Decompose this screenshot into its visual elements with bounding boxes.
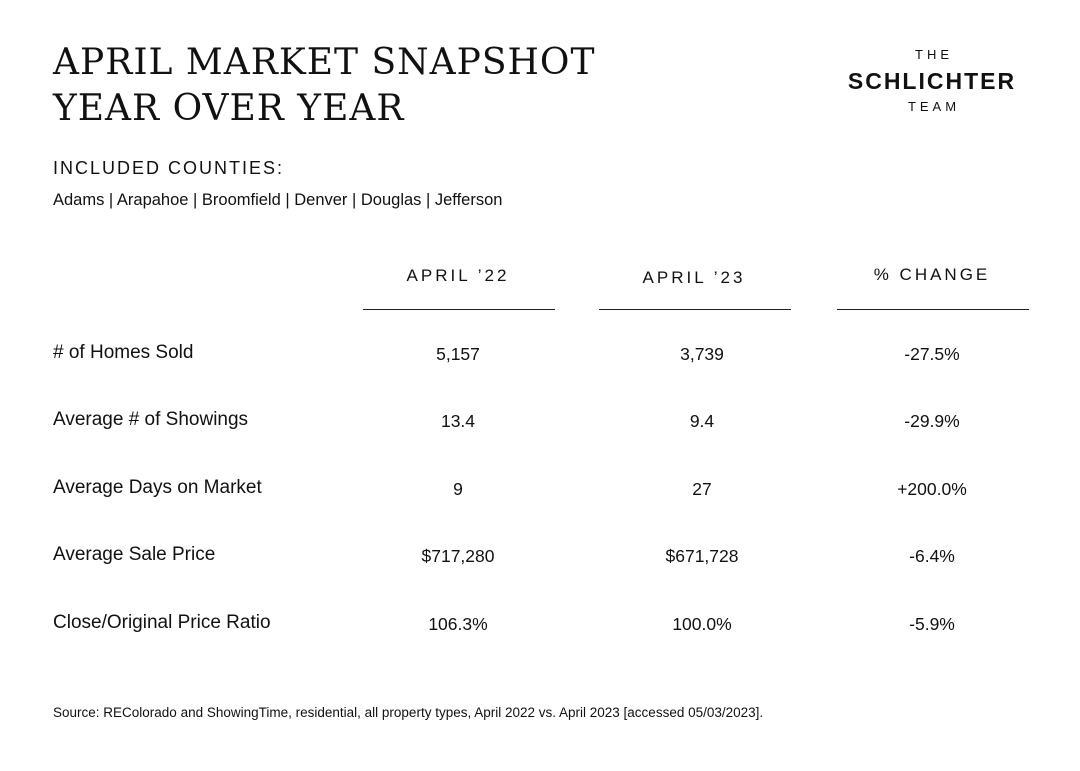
cell-days-on-market-april-23: 27 bbox=[692, 479, 712, 499]
source-footnote: Source: REColorado and ShowingTime, resi… bbox=[53, 705, 764, 720]
cell-showings-change: -29.9% bbox=[904, 411, 960, 431]
column-divider-april-22 bbox=[363, 309, 555, 310]
page-title: APRIL MARKET SNAPSHOT YEAR OVER YEAR bbox=[53, 40, 595, 132]
cell-price-ratio-april-22: 106.3% bbox=[428, 614, 488, 634]
counties-heading: INCLUDED COUNTIES: bbox=[53, 158, 285, 178]
row-label-price-ratio: Close/Original Price Ratio bbox=[53, 612, 271, 633]
title-line-1: APRIL MARKET SNAPSHOT bbox=[53, 42, 596, 83]
counties-list: Adams | Arapahoe | Broomfield | Denver |… bbox=[53, 191, 503, 209]
column-header-percent-change: % CHANGE bbox=[873, 265, 991, 284]
logo-text-middle: SCHLICHTER bbox=[847, 68, 1017, 94]
cell-sale-price-april-23: $671,728 bbox=[665, 546, 739, 566]
cell-showings-april-22: 13.4 bbox=[440, 411, 476, 431]
schlichter-team-logo: THE SCHLICHTER TEAM bbox=[832, 46, 1032, 116]
cell-days-on-market-change: +200.0% bbox=[897, 479, 967, 499]
logo-text-top: THE bbox=[915, 47, 953, 62]
logo-text-bottom: TEAM bbox=[907, 99, 961, 114]
column-header-april-23: APRIL ’23 bbox=[642, 268, 746, 287]
cell-homes-sold-april-22: 5,157 bbox=[436, 344, 480, 364]
row-label-days-on-market: Average Days on Market bbox=[53, 477, 262, 498]
cell-days-on-market-april-22: 9 bbox=[453, 479, 463, 499]
cell-price-ratio-change: -5.9% bbox=[909, 614, 955, 634]
cell-sale-price-change: -6.4% bbox=[909, 546, 955, 566]
row-label-showings: Average # of Showings bbox=[53, 409, 249, 430]
column-divider-percent-change bbox=[837, 309, 1029, 310]
cell-homes-sold-change: -27.5% bbox=[904, 344, 960, 364]
cell-homes-sold-april-23: 3,739 bbox=[680, 344, 724, 364]
row-label-homes-sold: # of Homes Sold bbox=[53, 342, 194, 363]
row-label-sale-price: Average Sale Price bbox=[53, 544, 216, 565]
cell-price-ratio-april-23: 100.0% bbox=[672, 614, 732, 634]
title-line-2: YEAR OVER YEAR bbox=[53, 88, 405, 129]
column-header-april-22: APRIL ’22 bbox=[406, 266, 510, 285]
cell-showings-april-23: 9.4 bbox=[689, 411, 715, 431]
cell-sale-price-april-22: $717,280 bbox=[421, 546, 495, 566]
column-divider-april-23 bbox=[599, 309, 791, 310]
